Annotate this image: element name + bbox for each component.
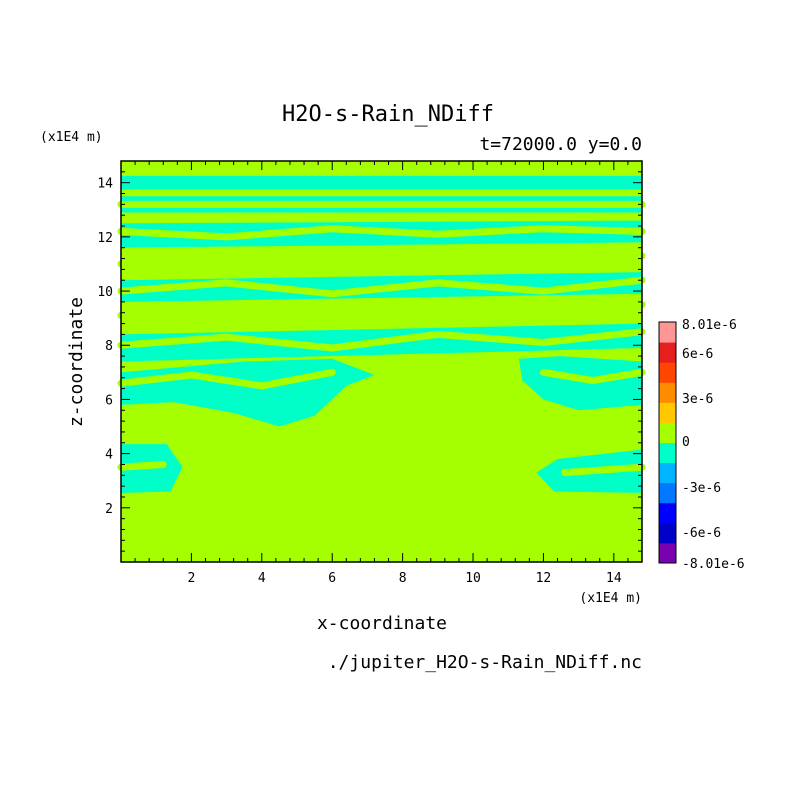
chart-subtitle: t=72000.0 y=0.0 (479, 134, 642, 155)
plot-frame (120, 160, 643, 563)
colorbar-tick-label: -8.01e-6 (682, 557, 745, 572)
negative-region-top-layer (121, 175, 642, 190)
zero-stripe (117, 328, 646, 352)
chart-title: H2O-s-Rain_NDiff (282, 102, 494, 127)
colorbar-swatch (659, 462, 676, 484)
colorbar-swatch (659, 382, 676, 403)
field-layer (117, 175, 646, 493)
colorbar-swatch (659, 502, 676, 524)
x-tick-label: 10 (465, 571, 481, 586)
colorbar-tick-label: -6e-6 (682, 526, 721, 541)
file-label: ./jupiter_H2O-s-Rain_NDiff.nc (328, 652, 642, 673)
colorbar-tick-label: 0 (682, 435, 690, 450)
zero-stripe (117, 368, 336, 390)
y-tick-label: 6 (105, 393, 113, 408)
zero-stripe (117, 461, 167, 471)
x-tick-label: 14 (606, 571, 622, 586)
x-tick-label: 6 (328, 571, 336, 586)
x-tick-label: 12 (536, 571, 552, 586)
x-axis-label: x-coordinate (317, 613, 447, 634)
colorbar-swatch (659, 442, 676, 464)
zero-stripe (117, 249, 646, 268)
colorbar-swatch (659, 422, 676, 443)
colorbar-tick-label: 8.01e-6 (682, 318, 737, 333)
colorbar-swatch (659, 522, 676, 544)
zero-stripe (117, 276, 646, 298)
x-unit-label: (x1E4 m) (579, 591, 642, 606)
zero-stripe (117, 301, 646, 322)
zero-stripe (117, 225, 646, 241)
zero-stripe (561, 463, 646, 477)
y-tick-label: 10 (97, 285, 113, 300)
y-tick-label: 14 (97, 177, 113, 192)
colorbar-tick-label: 6e-6 (682, 347, 713, 362)
colorbar-tick-label: -3e-6 (682, 481, 721, 496)
plot-area: 2 4 6 8 10 12 14 2 4 6 8 10 12 14 (97, 160, 646, 586)
colorbar-swatch (659, 322, 676, 343)
y-tick-label: 4 (105, 448, 113, 463)
y-tick-label: 2 (105, 502, 113, 517)
colorbar-swatch (659, 342, 676, 363)
y-axis-label: z-coordinate (66, 297, 87, 427)
zero-stripe (539, 368, 646, 384)
x-tick-label: 2 (187, 571, 195, 586)
colorbar-swatch (659, 482, 676, 504)
negative-region-lower-right-mid (518, 356, 642, 411)
y-tick-label: 8 (105, 339, 113, 354)
y-tick-label: 12 (97, 231, 113, 246)
x-tick-label: 4 (258, 571, 266, 586)
colorbar-swatch (659, 402, 676, 423)
colorbar-frame (658, 321, 677, 564)
colorbar-swatch (659, 362, 676, 383)
colorbar: 8.01e-6 6e-6 3e-6 0 -3e-6 -6e-6 -8.01e-6 (658, 318, 745, 572)
x-tick-label: 8 (399, 571, 407, 586)
y-unit-label: (x1E4 m) (40, 130, 103, 145)
colorbar-tick-label: 3e-6 (682, 392, 713, 407)
colorbar-swatch (659, 542, 676, 564)
